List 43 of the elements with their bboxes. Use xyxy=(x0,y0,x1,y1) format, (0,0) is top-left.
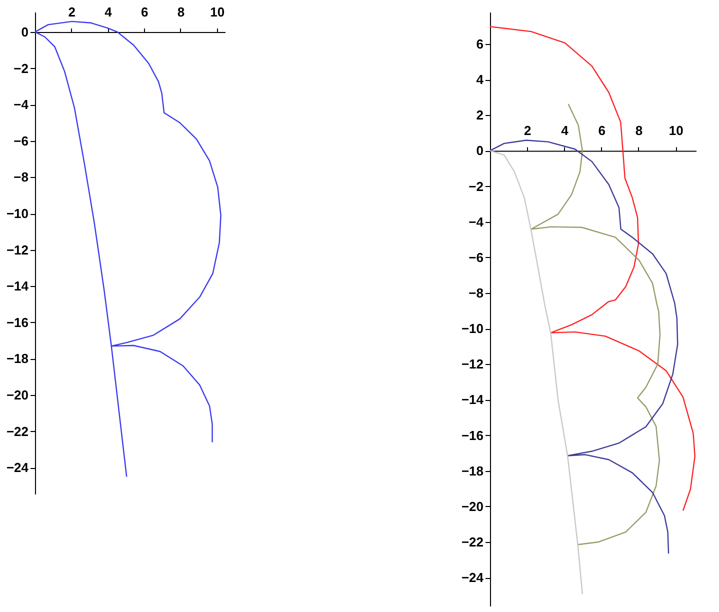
x-tick-label: 10 xyxy=(210,4,225,20)
y-tick-label: −12 xyxy=(6,242,28,258)
y-tick-label: −2 xyxy=(14,60,28,76)
y-tick-label: −24 xyxy=(461,570,484,586)
y-tick-label: −10 xyxy=(461,321,484,336)
y-tick-label: −18 xyxy=(6,351,28,366)
x-tick-label: 2 xyxy=(68,4,76,20)
y-tick-label: −14 xyxy=(6,278,30,294)
y-tick-label: −6 xyxy=(14,133,28,148)
line-series xyxy=(490,140,678,554)
x-tick-label: 8 xyxy=(177,4,185,20)
x-tick-label: 6 xyxy=(140,4,148,20)
x-tick-label: 4 xyxy=(561,123,570,138)
y-tick-label: −22 xyxy=(6,424,28,439)
y-tick-label: 0 xyxy=(21,24,28,40)
y-tick-label: −20 xyxy=(461,498,484,514)
x-tick-label: 10 xyxy=(668,123,684,138)
y-tick-label: 0 xyxy=(476,143,484,158)
y-tick-label: −14 xyxy=(461,392,484,408)
y-tick-label: −20 xyxy=(6,388,28,403)
y-tick-label: −22 xyxy=(461,534,484,550)
line-series xyxy=(490,26,696,512)
y-tick-label: −6 xyxy=(468,250,484,265)
y-tick-label: −8 xyxy=(468,285,484,300)
x-tick-label: 2 xyxy=(524,123,532,138)
x-tick-label: 4 xyxy=(104,4,113,20)
y-tick-label: 2 xyxy=(476,108,484,123)
y-tick-label: −16 xyxy=(461,428,484,443)
y-tick-label: −12 xyxy=(461,356,484,372)
y-tick-label: −4 xyxy=(468,214,484,230)
y-tick-label: −16 xyxy=(6,314,28,330)
y-tick-label: −24 xyxy=(6,460,30,476)
y-tick-label: 6 xyxy=(476,36,484,52)
y-tick-label: −10 xyxy=(6,206,28,222)
y-tick-label: −2 xyxy=(468,178,484,194)
y-tick-label: −8 xyxy=(14,170,28,185)
y-tick-label: −4 xyxy=(14,97,30,112)
y-tick-label: 4 xyxy=(476,72,484,88)
line-series xyxy=(530,103,661,546)
x-tick-label: 6 xyxy=(598,123,606,138)
line-series xyxy=(490,150,584,595)
y-tick-label: −18 xyxy=(461,463,484,478)
x-tick-label: 8 xyxy=(635,123,643,138)
